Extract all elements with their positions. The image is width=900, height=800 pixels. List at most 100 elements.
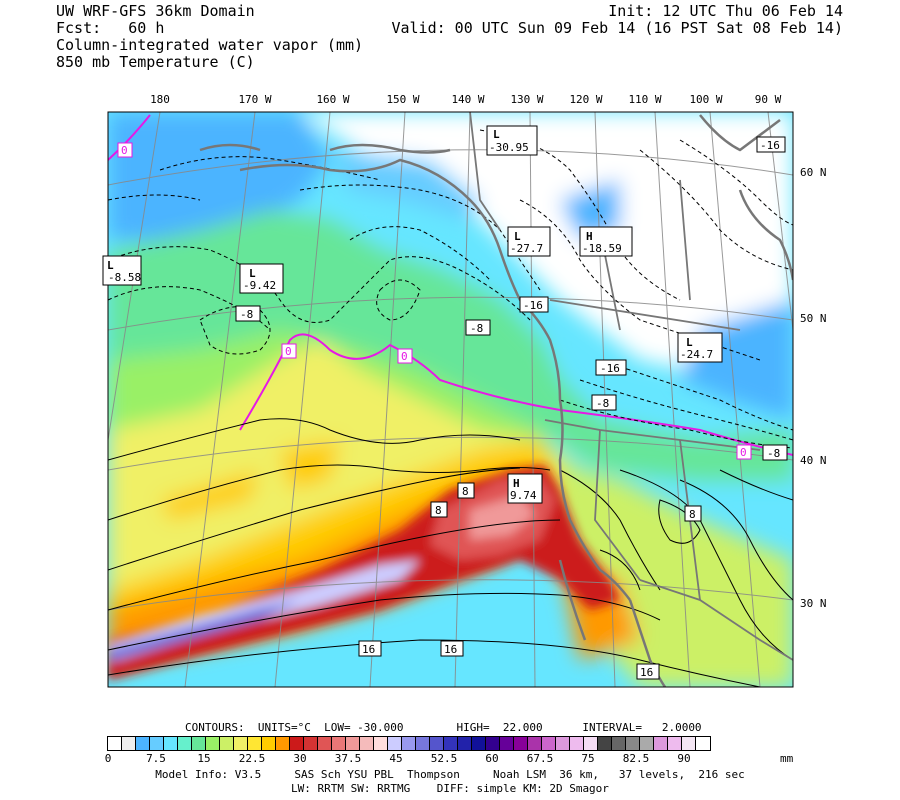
color-swatch (318, 737, 332, 750)
contour-info: CONTOURS: UNITS=°C LOW= -30.000 HIGH= 22… (185, 721, 702, 734)
contour-label: 0 (117, 142, 133, 158)
color-scale-tick-label: 37.5 (334, 752, 362, 765)
lon-label: 110 W (628, 93, 661, 106)
svg-text:8: 8 (689, 508, 696, 521)
center-type: L (107, 259, 114, 272)
init-time: Init: 12 UTC Thu 06 Feb 14 (608, 2, 843, 20)
contour-label: -8 (762, 444, 788, 461)
color-scale-tick-label: 60 (485, 752, 499, 765)
color-swatch (430, 737, 444, 750)
color-swatch (346, 737, 360, 750)
color-scale-tick-label: 0 (104, 752, 112, 765)
model-info-line-1: Model Info: V3.5 SAS Sch YSU PBL Thompso… (155, 768, 745, 781)
svg-text:-16: -16 (760, 139, 780, 152)
contour-label: -16 (595, 359, 627, 376)
lon-label: 90 W (755, 93, 782, 106)
contour-label: 16 (636, 663, 660, 680)
color-scale-tick-label: 30 (293, 752, 307, 765)
color-swatch (668, 737, 682, 750)
map-frame (107, 111, 794, 688)
color-scale-tick-label: 7.5 (146, 752, 166, 765)
lon-label: 160 W (316, 93, 349, 106)
model-info-line-2: LW: RRTM SW: RRTMG DIFF: simple KM: 2D S… (291, 782, 609, 795)
svg-text:0: 0 (121, 144, 128, 157)
center-value: 9.74 (510, 489, 537, 502)
center-box: L -9.42 (239, 263, 284, 294)
center-value: -9.42 (243, 279, 276, 292)
center-box: H -18.59 (579, 226, 633, 257)
color-swatch (276, 737, 290, 750)
lat-label: 40 N (800, 454, 827, 467)
lon-label: 120 W (569, 93, 602, 106)
center-type: L (514, 230, 521, 243)
center-box: L -24.7 (677, 332, 723, 363)
header-right: Init: 12 UTC Thu 06 Feb 14 Valid: 00 UTC … (391, 3, 843, 37)
lat-label: 30 N (800, 597, 827, 610)
color-scale-tick-label: 52.5 (430, 752, 458, 765)
color-swatch (612, 737, 626, 750)
color-swatch (108, 737, 122, 750)
center-box: L -30.95 (486, 125, 538, 156)
contour-label: 8 (457, 482, 475, 499)
center-type: L (493, 128, 500, 141)
color-scale-tick-label: 90 (677, 752, 691, 765)
color-swatch (262, 737, 276, 750)
lon-label: 170 W (238, 93, 271, 106)
svg-text:16: 16 (362, 643, 375, 656)
svg-text:-8: -8 (470, 322, 483, 335)
color-scale-tick-label: 15 (197, 752, 211, 765)
svg-text:-8: -8 (767, 447, 780, 460)
color-swatch (528, 737, 542, 750)
color-scale-bar (107, 736, 711, 751)
header-left: UW WRF-GFS 36km Domain Fcst: 60 h Column-i… (56, 3, 363, 71)
contour-label: 0 (397, 348, 413, 364)
center-type: H (586, 230, 593, 243)
weather-map: 180 170 W 160 W 150 W 140 W 130 W 120 W … (102, 93, 827, 688)
color-swatch (556, 737, 570, 750)
field-title-1: Column-integrated water vapor (mm) (56, 36, 364, 54)
svg-text:-16: -16 (600, 362, 620, 375)
legend-units: mm (780, 752, 794, 765)
color-swatch (388, 737, 402, 750)
center-value: -8.58 (108, 271, 141, 284)
contour-labels: 0 0 0 0 -8 -8 -16 -16 -8 -16 -8 8 8 8 16… (117, 136, 788, 680)
color-swatch (682, 737, 696, 750)
color-scale-tick-label: 82.5 (622, 752, 650, 765)
color-swatch (360, 737, 374, 750)
color-swatch (332, 737, 346, 750)
color-swatch (696, 737, 710, 750)
color-swatch (444, 737, 458, 750)
color-swatch (654, 737, 668, 750)
contour-label: 8 (684, 505, 702, 522)
color-swatch (472, 737, 486, 750)
lat-label: 50 N (800, 312, 827, 325)
contour-label: -8 (591, 394, 617, 411)
center-type: L (249, 267, 256, 280)
color-swatch (178, 737, 192, 750)
svg-text:-8: -8 (240, 308, 253, 321)
center-type: L (686, 336, 693, 349)
svg-text:8: 8 (435, 504, 442, 517)
positive-isotherms (108, 418, 793, 687)
field-title-2: 850 mb Temperature (C) (56, 53, 255, 71)
map-field (108, 112, 793, 687)
color-swatch (486, 737, 500, 750)
color-scale-tick-label: 67.5 (526, 752, 554, 765)
lon-label: 100 W (689, 93, 722, 106)
svg-text:-16: -16 (523, 299, 543, 312)
center-box: L -27.7 (507, 226, 551, 257)
lon-label: 130 W (510, 93, 543, 106)
color-swatch (584, 737, 598, 750)
contour-label: -16 (756, 136, 786, 153)
color-swatch (164, 737, 178, 750)
color-swatch (136, 737, 150, 750)
svg-text:16: 16 (640, 666, 653, 679)
contour-label: 8 (430, 501, 448, 518)
color-swatch (542, 737, 556, 750)
contour-label: 0 (281, 343, 297, 359)
color-swatch (626, 737, 640, 750)
lat-label: 60 N (800, 166, 827, 179)
center-type: H (513, 477, 520, 490)
color-swatch (206, 737, 220, 750)
color-swatch (570, 737, 584, 750)
